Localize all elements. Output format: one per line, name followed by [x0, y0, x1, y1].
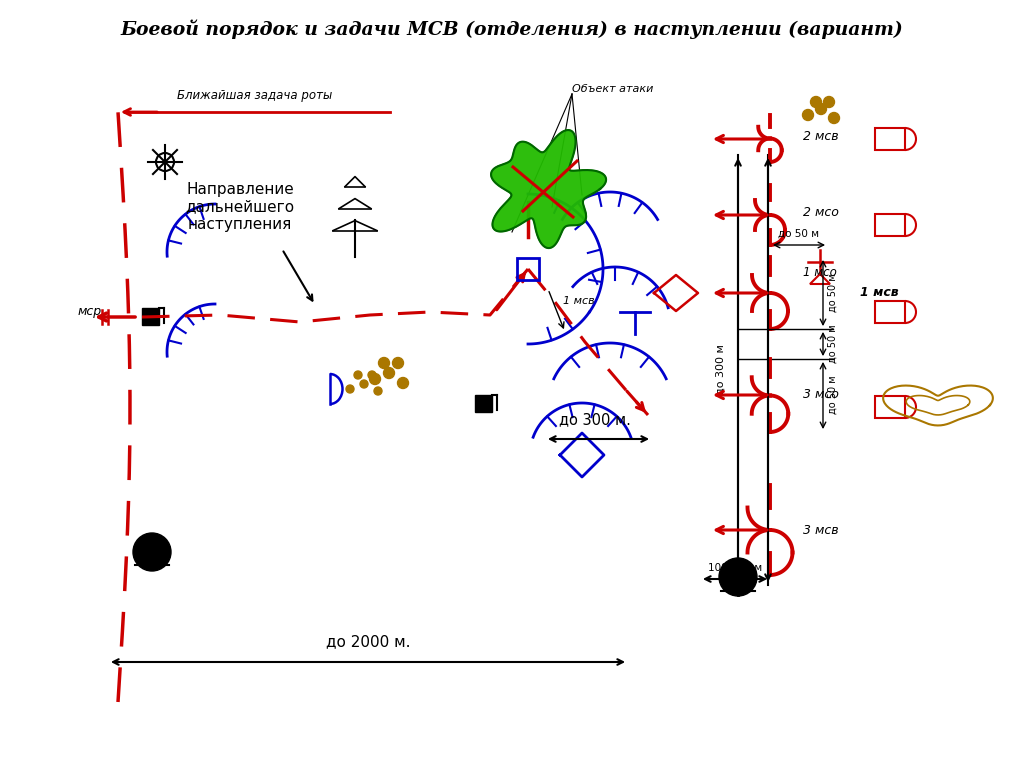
- Text: 1 мсв: 1 мсв: [563, 296, 595, 306]
- Text: до 50 м: до 50 м: [777, 229, 818, 239]
- Circle shape: [828, 113, 840, 123]
- Circle shape: [346, 385, 354, 393]
- Text: до 50 м: до 50 м: [828, 376, 838, 414]
- Text: Боевой порядок и задачи МСВ (отделения) в наступлении (вариант): Боевой порядок и задачи МСВ (отделения) …: [121, 19, 903, 39]
- Text: 2 мсо: 2 мсо: [803, 206, 839, 219]
- Circle shape: [719, 558, 757, 596]
- Circle shape: [133, 533, 171, 571]
- Circle shape: [384, 367, 394, 378]
- Circle shape: [803, 110, 813, 120]
- Text: до 50 м: до 50 м: [828, 274, 838, 312]
- Text: до 300 м.: до 300 м.: [559, 412, 631, 427]
- Text: до 2000 м.: до 2000 м.: [326, 634, 411, 649]
- Circle shape: [354, 371, 362, 379]
- Text: 3 мсв: 3 мсв: [803, 524, 839, 536]
- Circle shape: [379, 357, 389, 368]
- Bar: [517, 258, 539, 280]
- Circle shape: [823, 97, 835, 107]
- Circle shape: [368, 371, 376, 379]
- Circle shape: [374, 387, 382, 395]
- Text: 2 мсв: 2 мсв: [803, 130, 839, 143]
- Circle shape: [392, 357, 403, 368]
- Text: 1 мсо: 1 мсо: [803, 265, 837, 278]
- Text: Направление
дальнейшего
наступления: Направление дальнейшего наступления: [185, 182, 295, 232]
- Circle shape: [370, 374, 381, 384]
- Text: до 300 м: до 300 м: [716, 344, 726, 396]
- Circle shape: [815, 104, 826, 114]
- Text: Ближайшая задача роты: Ближайшая задача роты: [177, 89, 333, 102]
- Bar: [475, 395, 492, 412]
- Text: 3 мсо: 3 мсо: [803, 389, 839, 401]
- Polygon shape: [492, 130, 606, 248]
- Text: до 50 м: до 50 м: [828, 324, 838, 364]
- Text: 1 мсв: 1 мсв: [860, 287, 899, 299]
- Text: Объект атаки: Объект атаки: [572, 84, 653, 94]
- Bar: [142, 308, 159, 325]
- Text: мср: мср: [78, 305, 102, 318]
- Text: 100-200 м: 100-200 м: [708, 563, 762, 573]
- Circle shape: [360, 380, 368, 388]
- Circle shape: [811, 97, 821, 107]
- Circle shape: [397, 377, 409, 389]
